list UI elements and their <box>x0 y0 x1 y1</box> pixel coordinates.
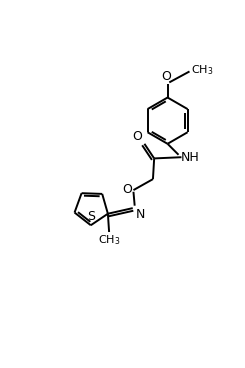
Text: S: S <box>87 210 95 223</box>
Text: N: N <box>136 208 145 221</box>
Text: O: O <box>133 130 143 143</box>
Text: CH$_3$: CH$_3$ <box>191 63 213 77</box>
Text: O: O <box>122 183 132 196</box>
Text: NH: NH <box>181 151 200 164</box>
Text: CH$_3$: CH$_3$ <box>98 233 120 247</box>
Text: O: O <box>161 70 171 83</box>
